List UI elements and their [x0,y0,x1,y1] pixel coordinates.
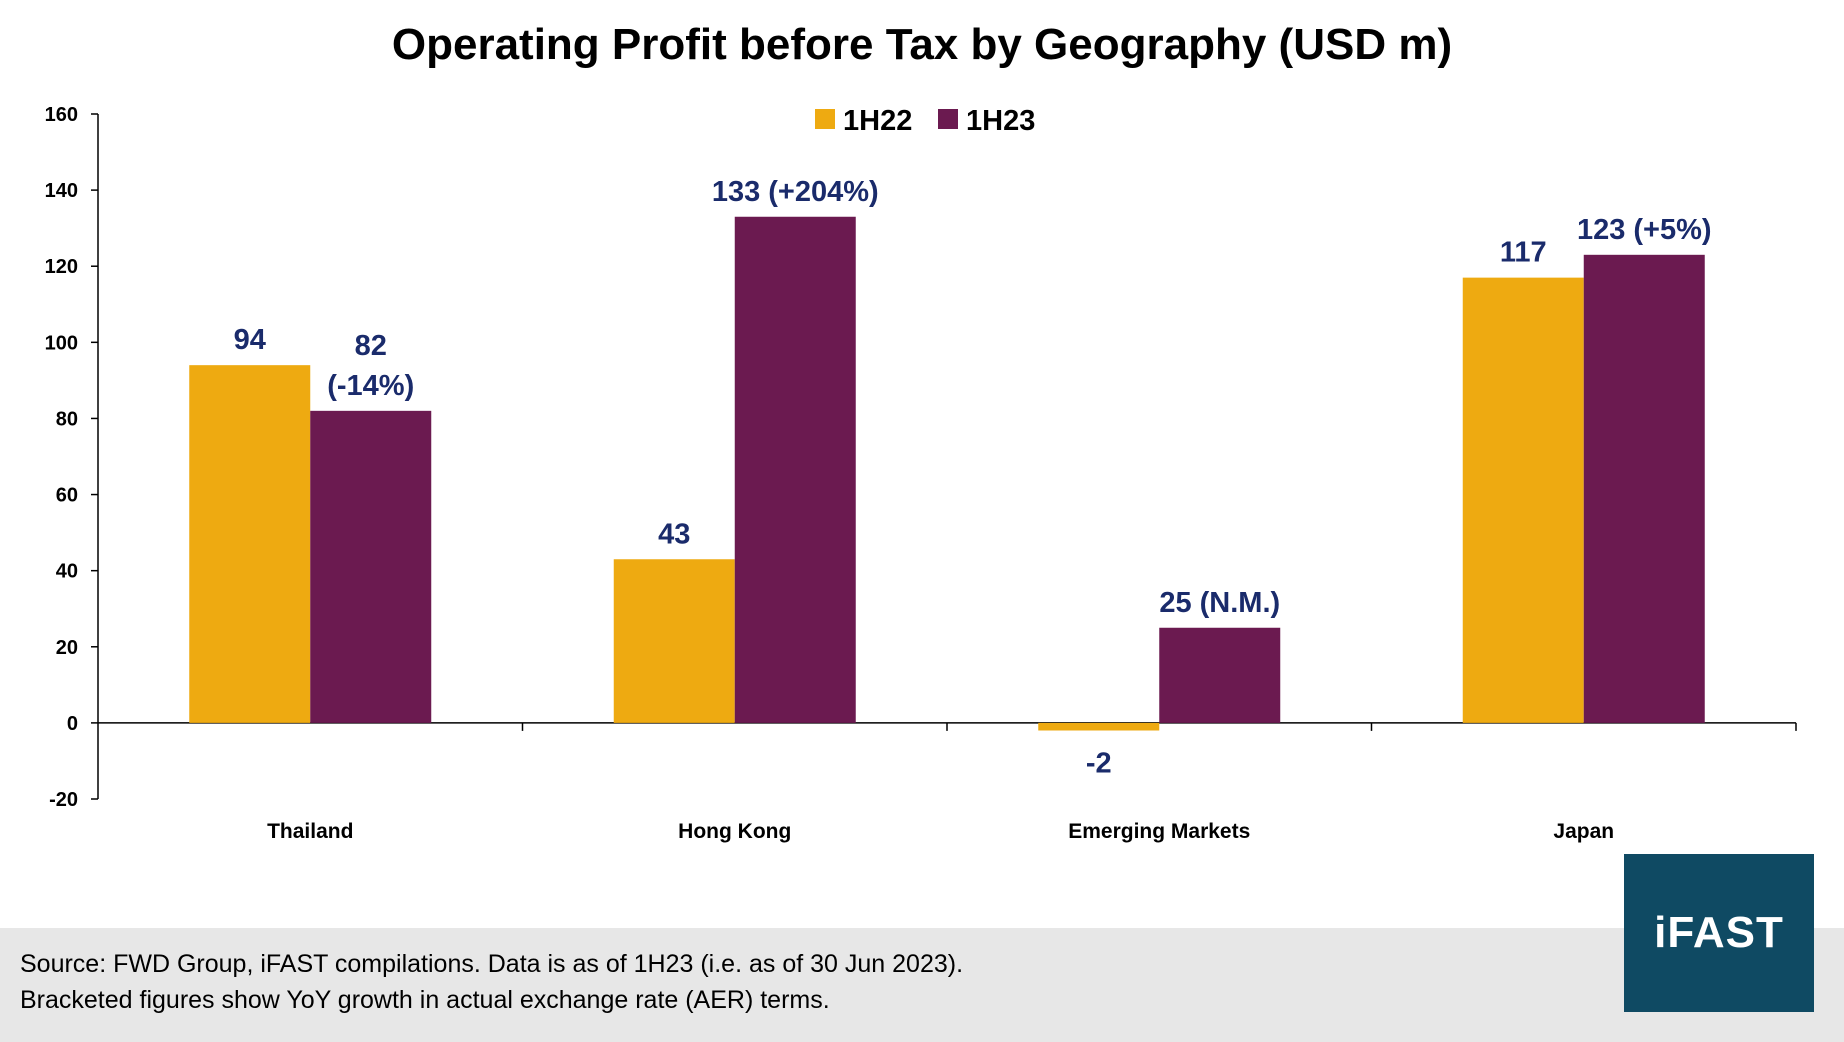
y-tick-label: 80 [56,408,78,430]
y-tick-label: 160 [45,104,78,126]
y-tick-label: -20 [49,789,78,811]
y-tick-label: 20 [56,637,78,659]
y-tick-label: 60 [56,485,78,507]
y-tick-label: 140 [45,180,78,202]
category-label: Thailand [267,820,353,843]
source-footer: Source: FWD Group, iFAST compilations. D… [0,928,1844,1042]
chart-title: Operating Profit before Tax by Geography… [391,20,1453,69]
data-label: 25 (N.M.) [1159,587,1280,619]
methodology-note: Bracketed figures show YoY growth in act… [20,986,830,1014]
data-label: -2 [1086,748,1112,780]
category-label: Hong Kong [678,820,791,843]
category-label: Japan [1553,820,1614,843]
ifast-logo: iFAST [1624,854,1814,1012]
y-tick-label: 100 [45,332,78,354]
source-note: Source: FWD Group, iFAST compilations. D… [20,950,964,978]
data-label: (-14%) [327,370,414,402]
bar-1h22 [1038,722,1160,731]
y-tick-label: 40 [56,561,78,583]
legend-label-1h22: 1H22 [843,105,912,137]
data-label: 123 (+5%) [1577,214,1712,246]
legend-swatch-1h22 [815,109,835,129]
logo-text: iFAST [1654,908,1784,957]
data-label: 82 [355,330,387,362]
data-label: 43 [658,518,690,550]
bar-1h22 [613,559,735,723]
legend-swatch-1h23 [938,109,958,129]
y-tick-label: 0 [67,713,78,735]
bar-1h23 [1159,627,1281,723]
y-tick-label: 120 [45,256,78,278]
data-label: 133 (+204%) [712,176,879,208]
bar-1h23 [310,410,432,723]
category-label: Emerging Markets [1068,820,1250,843]
bar-1h22 [1462,277,1584,723]
bar-chart: -20 0 20 40 60 80 100 120 140 160 94 82 (-14%) Thaila… [45,104,1797,843]
legend-label-1h23: 1H23 [966,105,1035,137]
data-label: 117 [1500,237,1547,269]
bar-1h22 [189,365,311,723]
data-label: 94 [234,324,266,356]
bar-1h23 [1583,254,1705,723]
bar-1h23 [734,216,856,723]
